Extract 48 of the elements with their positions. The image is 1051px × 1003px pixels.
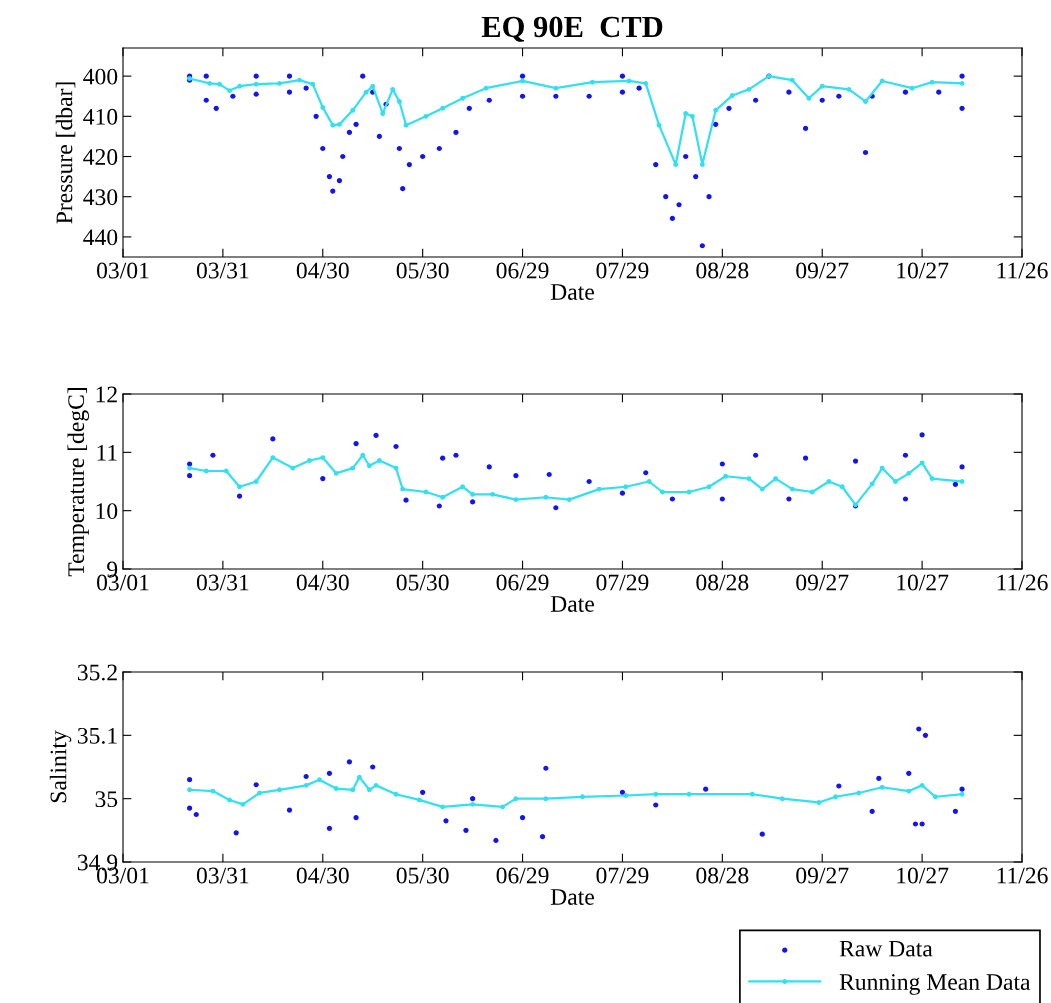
y-axis-title: Pressure [dbar] xyxy=(55,82,76,224)
x-tick-label: 04/30 xyxy=(296,867,349,884)
x-tick-label: 10/27 xyxy=(897,574,949,591)
y-tick-label: 410 xyxy=(83,108,118,125)
x-tick-label: 06/29 xyxy=(496,574,549,591)
x-tick-label: 03/31 xyxy=(196,262,249,279)
y-tick-label: 35.1 xyxy=(77,727,117,744)
x-tick-label: 08/28 xyxy=(696,574,749,591)
x-tick-label: 04/30 xyxy=(296,574,349,591)
x-tick-label: 06/29 xyxy=(496,867,549,884)
x-tick-label: 07/29 xyxy=(596,867,649,884)
x-tick-label: 07/29 xyxy=(596,574,649,591)
x-axis-title: Date xyxy=(550,889,594,905)
x-tick-label: 09/27 xyxy=(796,574,849,591)
x-tick-label: 04/30 xyxy=(296,262,349,279)
y-axis-title: Temperature [degC] xyxy=(67,388,89,577)
x-tick-label: 03/31 xyxy=(196,867,249,884)
x-tick-label: 08/28 xyxy=(696,262,749,279)
y-tick-label: 35 xyxy=(95,791,118,808)
x-tick-label: 08/28 xyxy=(696,867,749,884)
x-axis-title: Date xyxy=(550,596,594,612)
x-tick-label: 03/01 xyxy=(97,262,149,279)
x-tick-label: 03/31 xyxy=(196,574,249,591)
chart-title: EQ 90E CTD xyxy=(481,16,663,42)
y-tick-label: 12 xyxy=(96,386,117,403)
y-tick-label: 400 xyxy=(83,68,118,85)
y-axis-title: Salinity xyxy=(49,730,72,803)
legend-label: Running Mean Data xyxy=(839,974,1031,995)
x-axis-title: Date xyxy=(550,284,594,300)
x-tick-label: 10/27 xyxy=(897,262,949,279)
x-tick-label: 05/30 xyxy=(396,867,449,884)
y-tick-label: 10 xyxy=(96,503,118,520)
x-tick-label: 10/27 xyxy=(897,867,949,884)
x-tick-label: 09/27 xyxy=(796,262,849,279)
x-tick-label: 11/26 xyxy=(997,867,1048,884)
x-tick-label: 07/29 xyxy=(596,262,649,279)
x-tick-label: 06/29 xyxy=(496,262,549,279)
x-tick-label: 05/30 xyxy=(396,574,449,591)
y-tick-label: 440 xyxy=(83,229,118,246)
legend-label: Raw Data xyxy=(839,940,933,957)
y-tick-label: 35.2 xyxy=(77,664,117,681)
x-tick-label: 05/30 xyxy=(396,262,449,279)
y-tick-label: 430 xyxy=(83,189,118,206)
y-tick-label: 11 xyxy=(97,444,117,461)
x-tick-label: 11/26 xyxy=(997,574,1048,591)
x-tick-label: 09/27 xyxy=(796,867,849,884)
y-tick-label: 420 xyxy=(83,149,118,165)
x-tick-label: 11/26 xyxy=(997,262,1048,279)
